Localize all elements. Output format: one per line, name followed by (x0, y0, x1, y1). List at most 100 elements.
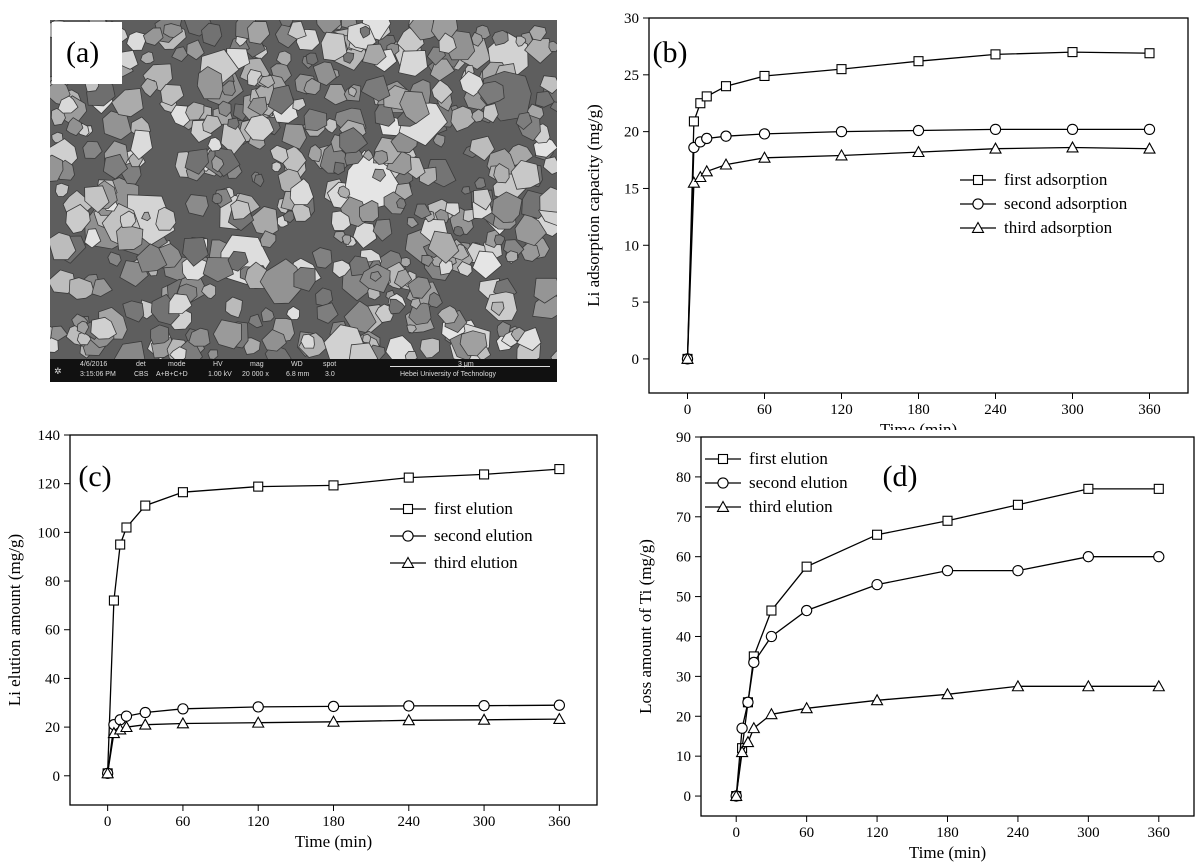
data-point (681, 352, 694, 364)
y-tick-label: 15 (624, 181, 639, 197)
data-point (553, 699, 566, 711)
data-point (101, 766, 115, 779)
data-point (759, 70, 770, 82)
data-point (552, 712, 566, 725)
series-line (106, 718, 560, 774)
series-2 (730, 551, 1165, 802)
x-tick-label: 0 (104, 814, 112, 830)
data-point (764, 707, 778, 720)
y-tick-label: 0 (53, 769, 61, 785)
y-tick-label: 20 (676, 709, 691, 725)
y-tick-label: 100 (38, 525, 61, 541)
data-point (748, 656, 760, 669)
series-2 (101, 699, 566, 780)
y-tick-label: 120 (38, 477, 61, 493)
y-tick-label: 40 (45, 671, 60, 687)
series-line (735, 488, 1159, 797)
data-point (1152, 679, 1166, 692)
y-tick-label: 90 (676, 430, 691, 446)
legend-label: second adsorption (1004, 194, 1128, 213)
legend-label: second elution (434, 526, 533, 545)
y-tick-label: 0 (684, 789, 692, 805)
series-line (735, 685, 1159, 797)
data-point (870, 693, 884, 706)
legend-marker (972, 174, 984, 186)
data-point (327, 700, 340, 713)
data-point (989, 123, 1002, 136)
panel-a-label: (a) (52, 22, 122, 84)
sem-particles (50, 20, 557, 375)
x-tick-label: 180 (936, 825, 959, 841)
data-point (1081, 679, 1095, 692)
data-point (120, 710, 133, 722)
data-point (941, 564, 954, 577)
data-point (1012, 564, 1024, 577)
data-point (554, 464, 565, 475)
series-3 (681, 140, 1156, 364)
sem-logo-icon: ✲ (54, 366, 62, 376)
data-point (140, 500, 151, 511)
sem-scale-bar (390, 366, 550, 367)
x-tick-label: 300 (1061, 402, 1084, 418)
series-2 (681, 123, 1156, 365)
x-axis-label: Time (min) (295, 832, 372, 851)
data-point (403, 472, 414, 483)
chart-ti-loss-amount: 0 60 120 180 240 300 360 0 10 20 30 40 50 60 70 80 90 Tim… (636, 430, 1195, 862)
x-axis-label: Time (min) (880, 420, 957, 430)
data-point (328, 480, 339, 491)
data-point (766, 605, 777, 616)
y-tick-label: 30 (624, 11, 639, 27)
y-tick-label: 20 (624, 125, 639, 141)
data-point (758, 128, 771, 140)
data-point (1143, 142, 1156, 154)
sem-det-label: det (136, 361, 146, 368)
data-point (747, 721, 761, 734)
sem-mag-value: 20 000 x (242, 371, 269, 378)
y-tick-label: 70 (676, 510, 691, 526)
data-point (758, 151, 771, 163)
y-tick-label: 25 (624, 68, 639, 84)
y-tick-label: 20 (45, 720, 60, 736)
plot-frame (69, 434, 598, 806)
data-point (912, 124, 925, 137)
data-point (687, 176, 701, 188)
legend-marker (401, 556, 415, 568)
x-tick-label: 60 (175, 814, 190, 830)
y-axis-label: Li elution amount (mg/g) (5, 534, 24, 706)
data-point (1144, 48, 1155, 59)
x-tick-label: 120 (830, 402, 853, 418)
data-point (719, 157, 733, 170)
data-point (990, 49, 1001, 60)
legend-marker (971, 221, 985, 233)
data-point (479, 469, 490, 480)
x-axis-label: Time (min) (909, 843, 986, 862)
data-point (941, 687, 954, 700)
x-tick-label: 180 (907, 402, 930, 418)
data-point (912, 145, 925, 158)
data-point (835, 148, 848, 161)
series-1 (731, 483, 1164, 802)
data-point (138, 718, 152, 730)
y-tick-label: 30 (676, 669, 691, 685)
y-tick-label: 5 (632, 295, 640, 311)
y-tick-label: 10 (624, 238, 639, 254)
data-point (720, 130, 732, 142)
legend-label: third adsorption (1004, 218, 1113, 237)
data-point (701, 132, 713, 145)
legend-label: third elution (749, 497, 833, 516)
x-tick-label: 0 (684, 402, 692, 418)
data-point (735, 745, 749, 758)
data-point (1067, 47, 1078, 58)
legend-marker (972, 198, 984, 210)
x-tick-label: 120 (866, 825, 889, 841)
chart-li-elution-amount: 0 60 120 180 240 300 360 0 20 40 60 80 100 120 140 Time… (5, 428, 598, 851)
data-point (402, 713, 416, 726)
data-point (765, 630, 778, 643)
x-tick-label: 180 (322, 814, 345, 830)
x-tick-label: 360 (1138, 402, 1161, 418)
y-tick-label: 80 (45, 574, 60, 590)
y-tick-label: 80 (676, 470, 691, 486)
sem-micrograph-image (50, 20, 557, 382)
data-point (1066, 140, 1079, 153)
series-3 (101, 712, 566, 779)
